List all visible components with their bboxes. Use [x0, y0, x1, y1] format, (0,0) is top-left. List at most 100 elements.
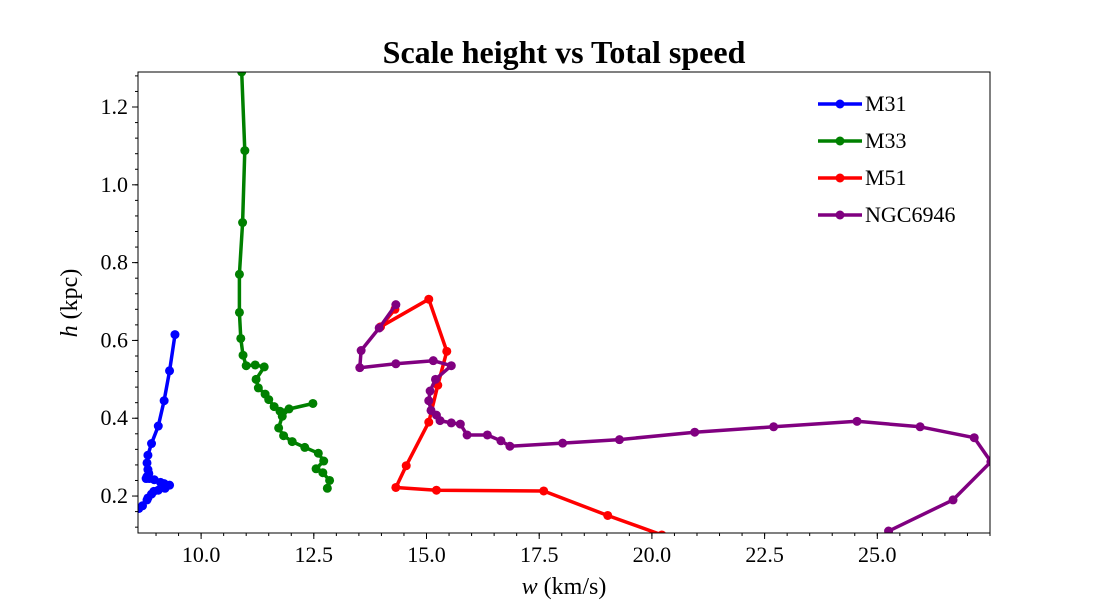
- data-point-ngc6946: [884, 526, 894, 533]
- data-point-m51: [603, 510, 613, 520]
- data-point-m31: [142, 458, 152, 468]
- data-point-m51: [391, 482, 401, 492]
- data-point-ngc6946: [391, 300, 401, 310]
- data-point-m33: [274, 423, 284, 433]
- data-point-m31: [170, 330, 180, 340]
- data-point-ngc6946: [446, 361, 456, 371]
- y-tick-label: 1.2: [101, 94, 129, 119]
- data-point-m33: [322, 483, 332, 493]
- y-axis-label-symbol: h: [57, 325, 83, 337]
- data-point-m33: [259, 362, 269, 372]
- x-axis-label-unit: (km/s): [538, 574, 607, 600]
- data-point-m33: [277, 411, 287, 421]
- data-point-m33: [279, 431, 289, 441]
- legend-marker-ngc6946: [835, 210, 845, 220]
- data-point-ngc6946: [455, 419, 465, 429]
- x-tick-label: 10.0: [182, 542, 221, 567]
- chart-title: Scale height vs Total speed: [383, 34, 746, 70]
- x-tick-label: 17.5: [520, 542, 559, 567]
- y-tick-label: 0.4: [101, 405, 129, 430]
- legend-marker-m51: [835, 173, 845, 183]
- legend-label-ngc6946: NGC6946: [865, 202, 955, 227]
- data-point-m51: [539, 486, 549, 496]
- data-point-ngc6946: [446, 418, 456, 428]
- data-point-m33: [318, 468, 328, 478]
- x-axis-label-symbol: w: [522, 574, 538, 600]
- data-point-ngc6946: [428, 356, 438, 366]
- x-tick-label: 15.0: [407, 542, 446, 567]
- data-point-m33: [287, 437, 297, 447]
- data-point-m31: [159, 396, 169, 406]
- x-axis: 10.0 12.5 15.0 17.5 20.0 22.5 25.0: [155, 533, 991, 567]
- y-tick-label: 0.6: [101, 327, 129, 352]
- data-point-ngc6946: [496, 436, 506, 446]
- series-line-ngc6946: [358, 303, 990, 533]
- data-point-ngc6946: [852, 416, 862, 426]
- x-axis-label: w (km/s): [522, 574, 607, 600]
- series-ngc6946: [355, 300, 990, 533]
- data-point-m51: [431, 485, 441, 495]
- y-axis-label: h (kpc): [57, 269, 83, 338]
- y-axis-label-unit: (kpc): [57, 269, 83, 326]
- series-line-m33: [237, 72, 332, 489]
- data-point-m31: [147, 439, 157, 449]
- data-point-m51: [401, 461, 411, 471]
- data-point-m33: [236, 333, 246, 343]
- y-tick-label: 0.2: [101, 483, 129, 508]
- data-point-m33: [250, 360, 260, 370]
- y-tick-label: 0.8: [101, 250, 129, 275]
- data-point-m31: [143, 450, 153, 460]
- legend-label-m51: M51: [865, 165, 907, 190]
- data-point-m31: [165, 366, 175, 376]
- data-point-ngc6946: [391, 359, 401, 369]
- data-point-m33: [234, 307, 244, 317]
- data-point-m31: [138, 503, 144, 513]
- data-point-m33: [308, 398, 318, 408]
- data-point-ngc6946: [558, 438, 568, 448]
- x-tick-label: 12.5: [295, 542, 334, 567]
- legend-label-m33: M33: [865, 128, 907, 153]
- data-point-ngc6946: [915, 422, 925, 432]
- data-point-m51: [657, 530, 666, 533]
- legend-marker-m31: [835, 99, 845, 109]
- plot-frame: [137, 71, 991, 534]
- data-point-m33: [300, 442, 310, 452]
- data-point-ngc6946: [690, 427, 700, 437]
- data-point-m33: [237, 72, 247, 77]
- data-point-ngc6946: [948, 495, 958, 505]
- legend-item-m31: M31: [818, 91, 907, 116]
- data-point-ngc6946: [969, 433, 979, 443]
- x-tick-label: 20.0: [633, 542, 672, 567]
- data-point-m33: [311, 464, 321, 474]
- data-point-m33: [238, 350, 248, 360]
- data-point-m33: [253, 383, 263, 393]
- x-tick-label: 22.5: [745, 542, 784, 567]
- data-point-m33: [234, 269, 244, 279]
- y-axis: 0.2 0.4 0.6 0.8 1.0 1.2: [101, 75, 138, 528]
- legend-item-ngc6946: NGC6946: [818, 202, 955, 227]
- data-point-ngc6946: [431, 374, 441, 384]
- data-point-m33: [240, 146, 250, 156]
- data-point-m33: [264, 395, 274, 405]
- data-point-m33: [319, 456, 329, 466]
- legend-item-m51: M51: [818, 165, 907, 190]
- data-point-ngc6946: [986, 457, 990, 467]
- data-point-m33: [284, 404, 294, 414]
- data-point-m51: [670, 538, 679, 547]
- data-point-m51: [442, 346, 452, 356]
- data-point-m51: [424, 294, 434, 304]
- legend-label-m31: M31: [865, 91, 907, 116]
- data-point-ngc6946: [769, 422, 779, 432]
- series-m51: [376, 294, 679, 547]
- data-point-m33: [251, 374, 261, 384]
- series-layer: [138, 72, 990, 547]
- data-point-ngc6946: [425, 386, 435, 396]
- series-m31: [138, 330, 180, 513]
- legend: M31 M33 M51 NGC6946: [818, 91, 955, 227]
- data-point-ngc6946: [424, 396, 434, 406]
- data-point-ngc6946: [356, 346, 366, 356]
- data-point-ngc6946: [374, 323, 384, 333]
- data-point-m33: [313, 448, 323, 458]
- data-point-ngc6946: [505, 441, 515, 451]
